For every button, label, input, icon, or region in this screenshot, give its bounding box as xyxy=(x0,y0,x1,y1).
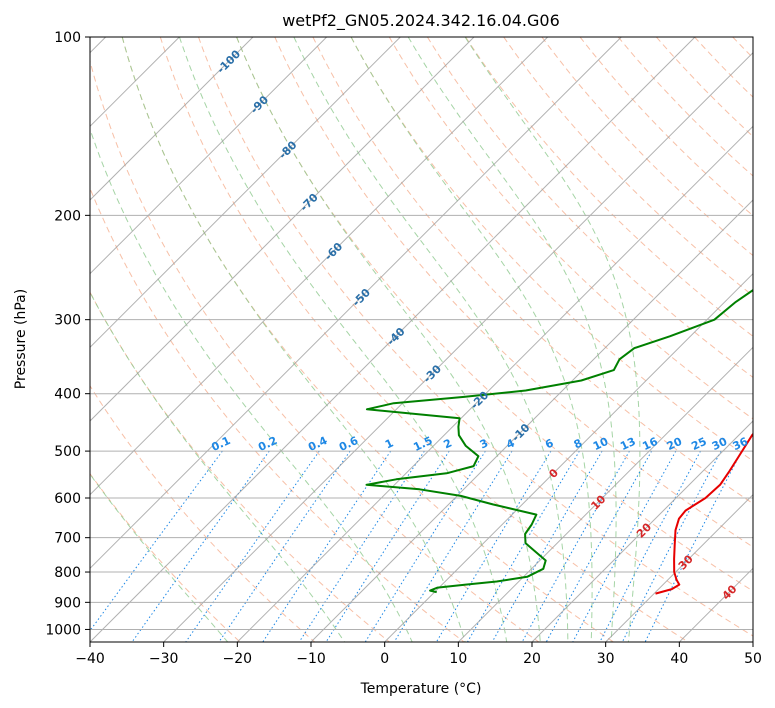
moist-adiabat xyxy=(350,37,593,642)
mixing-ratio-line xyxy=(621,450,722,642)
x-axis-label: Temperature (°C) xyxy=(360,681,482,697)
dewpoint-profile-line xyxy=(365,288,753,594)
y-tick-label: 200 xyxy=(54,208,81,224)
isotherm xyxy=(310,199,753,642)
mixing-ratio-line xyxy=(599,450,701,642)
moist-adiabat xyxy=(90,127,413,642)
isotherm xyxy=(90,37,401,349)
moist-adiabat xyxy=(464,37,641,642)
moist-adiabat xyxy=(90,473,229,642)
y-tick-label: 700 xyxy=(54,531,81,547)
dry-adiabat xyxy=(426,37,753,378)
x-tick-label: −20 xyxy=(223,651,253,667)
y-axis-label: Pressure (hPa) xyxy=(13,289,29,389)
mixing-ratio-line xyxy=(185,450,320,642)
y-tick-label: 100 xyxy=(54,30,81,46)
dry-adiabat xyxy=(90,59,540,642)
chart-title: wetPf2_GN05.2024.342.16.04.G06 xyxy=(282,11,560,31)
isotherm xyxy=(457,346,753,642)
x-tick-label: 10 xyxy=(449,651,467,667)
x-tick-label: 40 xyxy=(670,651,688,667)
moist-adiabat xyxy=(293,37,569,642)
x-tick-label: 20 xyxy=(523,651,541,667)
mixing-ratio-label: 30 xyxy=(710,435,730,453)
mixing-ratio-line xyxy=(298,450,425,642)
x-tick-label: −10 xyxy=(296,651,326,667)
mixing-ratio-line xyxy=(644,450,743,642)
mixing-ratio-label: 10 xyxy=(591,435,611,453)
mixing-ratio-line xyxy=(262,450,392,642)
plot-frame xyxy=(89,36,754,643)
moist-adiabat xyxy=(178,37,508,642)
isotherm xyxy=(163,51,753,642)
temperature-profile-line xyxy=(655,432,753,595)
y-tick-label: 800 xyxy=(54,565,81,581)
mixing-ratio-label: 36 xyxy=(731,435,751,453)
dry-adiabat xyxy=(312,37,753,505)
moist-adiabat xyxy=(121,37,466,642)
x-tick-label: −30 xyxy=(149,651,179,667)
y-tick-label: 400 xyxy=(54,387,81,403)
mixing-ratio-line xyxy=(545,450,653,642)
dry-adiabat xyxy=(159,37,689,642)
plot-area xyxy=(90,37,753,642)
profile-lines xyxy=(365,288,753,595)
isotherm xyxy=(90,37,254,201)
x-tick-label: 50 xyxy=(744,651,762,667)
isotherm xyxy=(236,125,753,642)
y-tick-label: 500 xyxy=(54,444,81,460)
mixing-ratio-label: 25 xyxy=(689,435,708,453)
dry-adiabat xyxy=(388,37,753,420)
isotherm xyxy=(90,37,622,570)
x-tick-label: −40 xyxy=(75,651,105,667)
dry-adiabat xyxy=(579,37,753,217)
x-tick-label: 0 xyxy=(380,651,389,667)
mixing-ratio-line xyxy=(218,450,351,642)
y-tick-label: 900 xyxy=(54,595,81,611)
dry-adiabat xyxy=(274,37,753,548)
isotherm xyxy=(384,272,753,642)
mixing-ratio-line xyxy=(572,450,677,642)
mixing-ratio-line xyxy=(521,450,630,642)
isotherm xyxy=(90,37,549,496)
mixing-ratio-label: 13 xyxy=(618,435,637,453)
x-tick-label: 30 xyxy=(597,651,615,667)
axes: −40 −30 −20 −10 0 10 20 30 40 50 100 200 300 400 500 60… xyxy=(45,30,762,667)
mixing-ratio-label: 20 xyxy=(665,435,685,453)
mixing-ratio-line xyxy=(491,450,603,642)
isotherm xyxy=(90,37,696,642)
moist-adiabat xyxy=(90,291,345,642)
isotherm xyxy=(605,493,753,642)
isotherm xyxy=(90,37,328,275)
mixing-ratio-line xyxy=(90,450,223,632)
y-tick-label: 1000 xyxy=(45,622,81,638)
isotherm xyxy=(90,37,475,422)
dry-adiabat xyxy=(350,37,753,462)
mixing-ratio-label: 16 xyxy=(640,435,660,453)
y-tick-label: 600 xyxy=(54,491,81,507)
dry-adiabat xyxy=(198,37,753,637)
isotherm xyxy=(531,420,753,642)
dry-adiabat xyxy=(541,37,753,257)
dry-adiabat xyxy=(121,37,614,642)
y-tick-label: 300 xyxy=(54,313,81,329)
moist-adiabat xyxy=(407,37,617,642)
